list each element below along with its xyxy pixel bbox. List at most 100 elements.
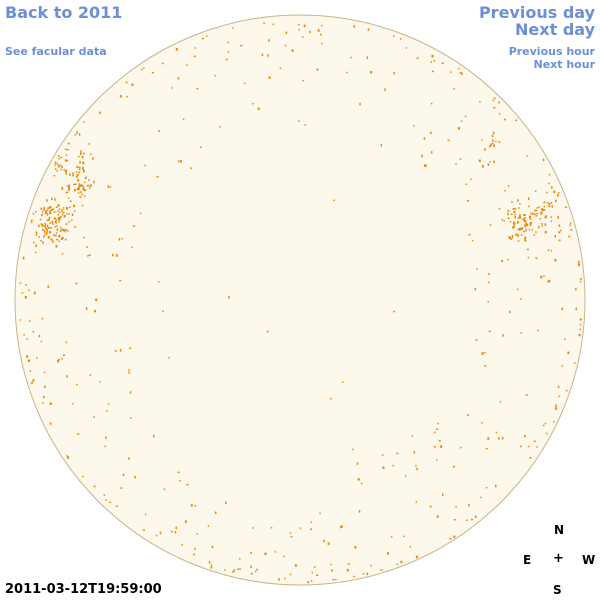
facula-point [74, 183, 77, 185]
previous-day-link[interactable]: Previous day [478, 3, 595, 22]
facula-point [41, 213, 43, 217]
facula-point [46, 231, 48, 234]
facula-point [545, 215, 547, 218]
facula-point [380, 143, 383, 147]
facula-point [79, 184, 82, 187]
facula-point [393, 310, 395, 313]
facula-point [47, 227, 50, 229]
facula-point [310, 521, 312, 523]
facula-point [82, 169, 85, 172]
facula-point [492, 99, 495, 102]
facula-point [543, 424, 545, 427]
facula-point [510, 213, 513, 216]
facula-point [553, 421, 555, 423]
facula-point [68, 184, 70, 187]
facula-point [558, 224, 561, 227]
facula-point [225, 501, 227, 505]
facula-point [484, 148, 486, 151]
see-facular-data-link[interactable]: See facular data [5, 45, 107, 58]
facula-point [58, 219, 61, 221]
facula-point [520, 332, 522, 334]
facula-point [77, 179, 80, 182]
facula-point [40, 240, 42, 242]
facula-point [536, 207, 539, 209]
facula-point [56, 170, 58, 172]
facula-point [501, 218, 503, 221]
facula-point [529, 218, 532, 221]
facula-point [307, 580, 309, 584]
facula-point [524, 225, 526, 228]
facula-point [323, 539, 325, 543]
facula-point [578, 260, 580, 264]
facula-point [540, 213, 542, 215]
facula-point [416, 57, 419, 59]
facula-point [119, 279, 122, 282]
facula-point [319, 512, 321, 515]
facula-point [87, 255, 89, 257]
facula-point [30, 221, 33, 224]
facula-point [580, 278, 582, 280]
facula-point [80, 150, 82, 153]
facula-point [256, 568, 259, 571]
facula-point [27, 359, 30, 362]
facula-point [487, 437, 490, 440]
facula-point [554, 235, 556, 238]
facula-point [534, 190, 537, 192]
facula-point [77, 192, 80, 194]
facula-point [82, 475, 84, 478]
facula-point [559, 229, 562, 232]
facula-point [415, 501, 418, 503]
facula-point [44, 224, 46, 226]
facula-point [481, 165, 484, 168]
facula-point [63, 354, 65, 357]
next-day-link[interactable]: Next day [515, 20, 595, 39]
facula-point [57, 214, 59, 216]
facula-point [61, 210, 63, 213]
facula-point [232, 27, 234, 29]
facula-point [52, 240, 54, 243]
facula-point [57, 204, 59, 206]
facula-point [44, 385, 46, 388]
facula-point [77, 173, 79, 176]
facula-point [464, 115, 467, 118]
facula-point [548, 203, 550, 206]
facula-point [76, 174, 78, 176]
facula-point [69, 200, 72, 202]
facula-point [177, 77, 180, 80]
facula-point [536, 212, 539, 215]
facula-point [411, 435, 414, 437]
facula-point [488, 273, 491, 275]
facula-point [441, 62, 444, 64]
facula-point [79, 168, 81, 171]
facula-point [46, 209, 48, 211]
next-hour-link[interactable]: Next hour [533, 58, 596, 71]
facula-point [182, 118, 185, 121]
facula-point [186, 483, 189, 486]
facula-point [240, 44, 243, 47]
compass-south-label: S [553, 583, 562, 597]
facula-point [478, 159, 481, 162]
facula-point [515, 119, 518, 121]
facula-point [548, 279, 551, 283]
facula-point [570, 229, 573, 231]
facula-point [142, 529, 145, 531]
facula-point [219, 126, 221, 128]
facula-point [86, 246, 88, 248]
facula-point [279, 67, 282, 70]
facula-point [539, 218, 541, 220]
facula-point [384, 88, 386, 91]
facula-point [381, 454, 384, 456]
facula-point [35, 210, 37, 213]
facula-point [547, 280, 549, 283]
facula-point [542, 158, 545, 162]
facula-point [79, 160, 81, 164]
previous-hour-link[interactable]: Previous hour [508, 45, 595, 58]
facula-point [194, 47, 197, 49]
facula-point [53, 211, 56, 213]
facula-point [159, 531, 162, 535]
facula-point [66, 191, 69, 194]
facula-point [48, 236, 50, 238]
facula-point [561, 365, 564, 367]
back-to-year-link[interactable]: Back to 2011 [5, 3, 123, 22]
facula-point [55, 245, 58, 248]
